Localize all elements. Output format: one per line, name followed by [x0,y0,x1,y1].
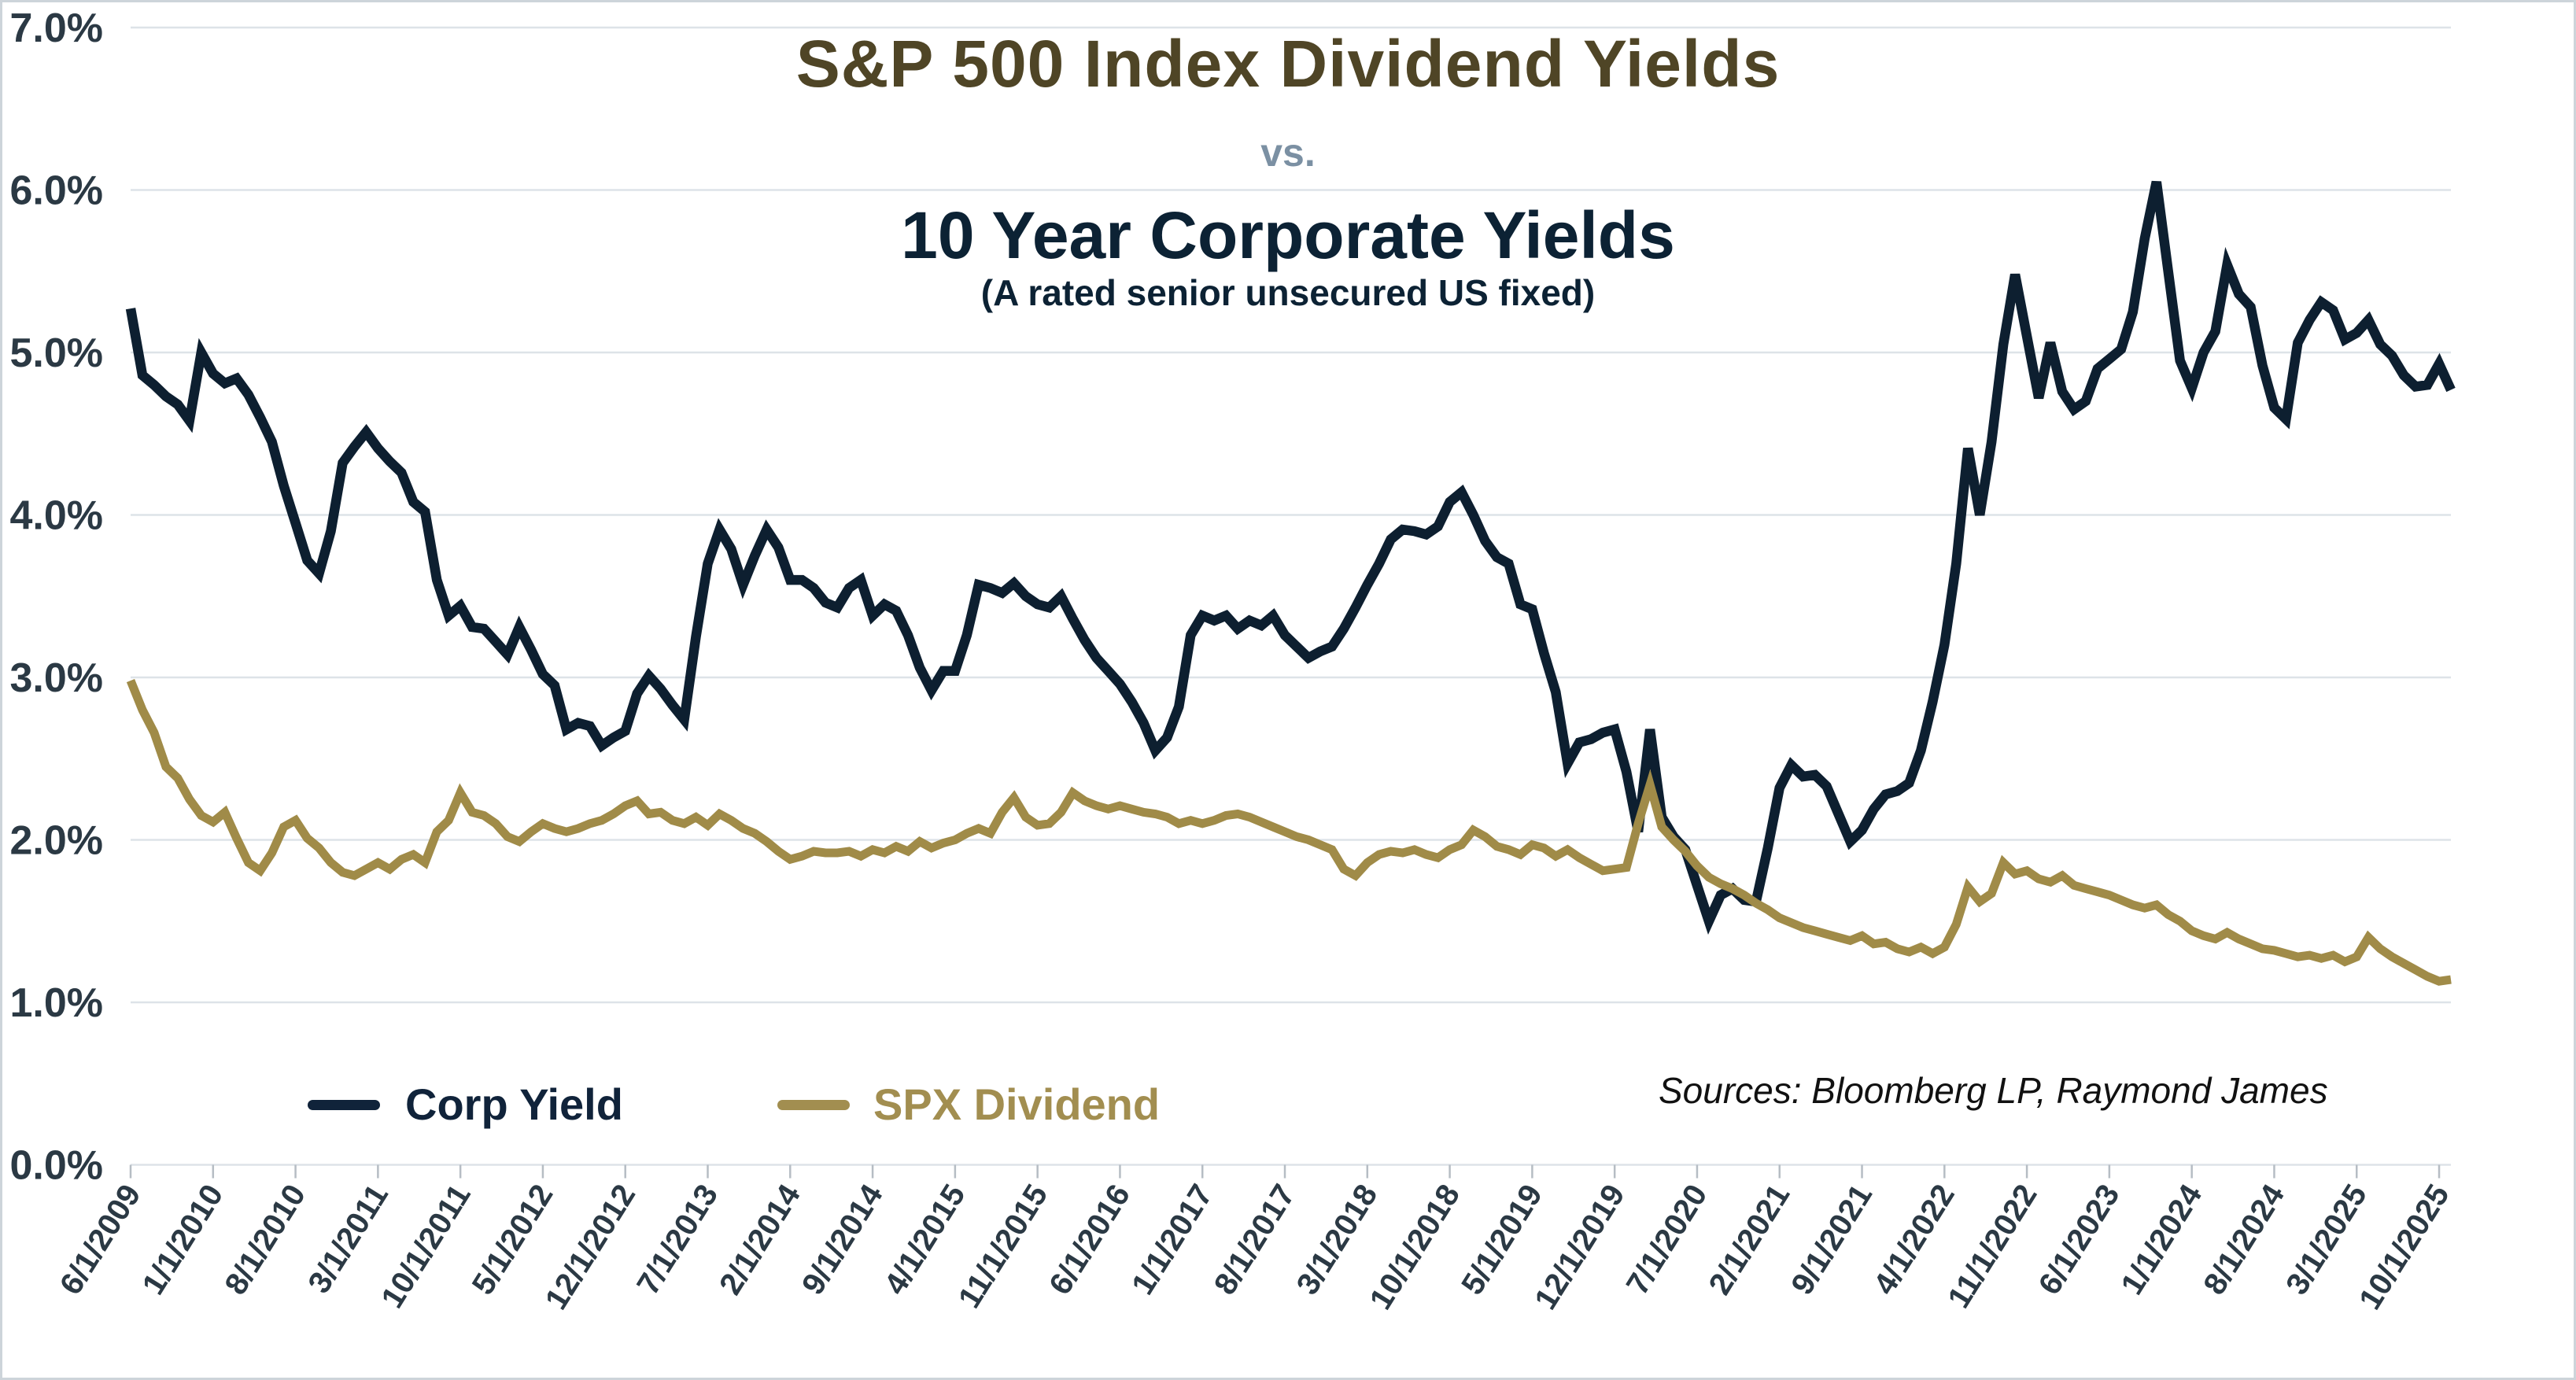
series-line-corp-yield [125,180,2456,935]
x-axis-label-9/1/2021: 9/1/2021 [1784,1179,1879,1301]
y-axis-label-0pct: 0.0% [9,1143,103,1189]
x-axis-label-6/1/2016: 6/1/2016 [1043,1179,1137,1301]
x-axis-label-4/1/2015: 4/1/2015 [878,1179,972,1301]
x-axis-label-4/1/2022: 4/1/2022 [1867,1179,1962,1301]
x-axis-label-2/1/2014: 2/1/2014 [713,1178,807,1301]
spx-dividend-line-swatch [777,1099,850,1110]
y-axis-label-3pct: 3.0% [9,655,103,701]
y-axis-label-2pct: 2.0% [9,818,103,864]
x-axis-label-1/1/2024: 1/1/2024 [2114,1178,2209,1301]
x-axis-label-1/1/2010: 1/1/2010 [136,1179,231,1301]
y-axis-label-1pct: 1.0% [9,980,103,1026]
legend-item-corp-yield: Corp Yield [308,1077,623,1132]
corp-yield-line-swatch [308,1099,380,1110]
legend: Corp Yield SPX Dividend [2,1077,2574,1132]
x-axis-label-1/1/2017: 1/1/2017 [1125,1179,1220,1301]
x-axis-label-8/1/2010: 8/1/2010 [218,1179,312,1301]
x-axis-label-3/1/2018: 3/1/2018 [1290,1179,1385,1301]
x-axis-label-9/1/2014: 9/1/2014 [795,1178,890,1301]
x-axis-label-7/1/2020: 7/1/2020 [1620,1179,1714,1301]
x-axis-label-3/1/2011: 3/1/2011 [301,1179,395,1299]
x-axis-label-5/1/2012: 5/1/2012 [466,1179,560,1301]
x-axis-label-5/1/2019: 5/1/2019 [1455,1179,1549,1301]
y-axis-label-6pct: 6.0% [9,168,103,214]
y-axis-label-7pct: 7.0% [9,6,103,51]
x-axis-label-6/1/2009: 6/1/2009 [54,1179,148,1301]
legend-label-spx-dividend: SPX Dividend [873,1079,1161,1129]
x-axis-label-7/1/2013: 7/1/2013 [630,1179,725,1301]
x-axis-label-2/1/2021: 2/1/2021 [1703,1179,1797,1301]
x-axis-label-6/1/2023: 6/1/2023 [2032,1179,2127,1301]
x-axis-label-8/1/2017: 8/1/2017 [1208,1179,1302,1301]
legend-item-spx-dividend: SPX Dividend [777,1077,1160,1132]
x-axis-label-3/1/2025: 3/1/2025 [2279,1179,2374,1301]
legend-label-corp-yield: Corp Yield [405,1079,623,1129]
y-axis-label-5pct: 5.0% [9,330,103,376]
sources-note: Sources: Bloomberg LP, Raymond James [1659,1070,2328,1111]
x-axis-label-8/1/2024: 8/1/2024 [2197,1178,2291,1301]
y-axis-label-4pct: 4.0% [9,493,103,539]
series-line-spx-dividend [126,679,2452,986]
